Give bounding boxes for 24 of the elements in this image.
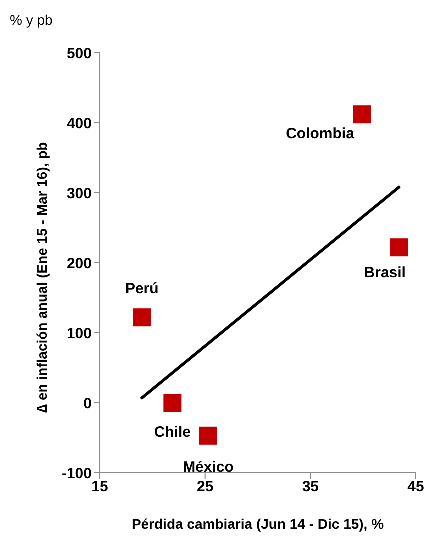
x-tick-label: 15 (92, 478, 108, 496)
x-axis-title: Pérdida cambiaria (Jun 14 - Dic 15), % (132, 516, 385, 532)
x-tick-label: 35 (302, 478, 320, 496)
x-tick-label: 45 (408, 478, 424, 496)
y-tick-label: 0 (84, 395, 92, 412)
annotation: Colombia (286, 126, 356, 143)
point (390, 238, 408, 257)
point (199, 426, 218, 445)
y-tick-label: 400 (66, 115, 92, 132)
annotation: Brasil (364, 264, 406, 282)
point (164, 394, 182, 412)
y-axis-title: ∆ en inflación anual (Ene 15 - Mar 16), pb (34, 142, 50, 413)
x-tick-label: 25 (196, 478, 214, 496)
annotation: México (183, 458, 234, 476)
chart-subtitle: % y pb (10, 12, 53, 28)
y-tick-label: 100 (66, 325, 92, 342)
y-tick-label: 500 (66, 45, 92, 62)
annotation: Perú (125, 280, 159, 298)
point (353, 106, 372, 124)
y-tick-label: 300 (66, 185, 92, 202)
point (133, 308, 152, 327)
y-tick-label: 200 (66, 255, 92, 272)
y-tick-label: -100 (62, 465, 92, 482)
annotation: Chile (154, 424, 192, 441)
